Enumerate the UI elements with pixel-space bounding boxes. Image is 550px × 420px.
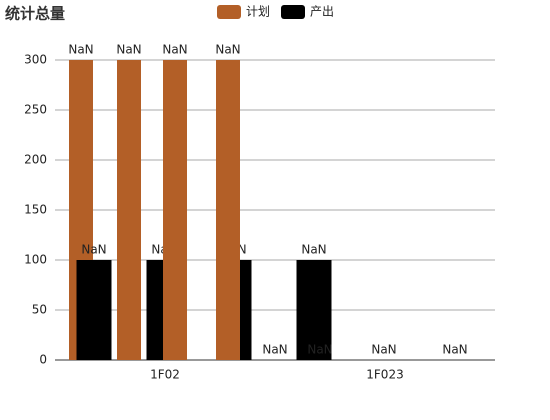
bar-value-label: NaN <box>162 43 187 57</box>
bar-value-label: NaN <box>307 343 332 357</box>
bar-value-label: NaN <box>215 43 240 57</box>
y-tick-label: 200 <box>24 153 47 167</box>
legend-label: 产出 <box>310 5 334 19</box>
y-tick-label: 50 <box>32 303 47 317</box>
y-tick-label: 0 <box>39 353 47 367</box>
y-tick-label: 250 <box>24 103 47 117</box>
bar-value-label: NaN <box>301 243 326 257</box>
bar <box>76 260 112 360</box>
y-tick-label: 150 <box>24 203 47 217</box>
bar-value-label: NaN <box>68 43 93 57</box>
bar <box>216 60 240 360</box>
chart-title: 统计总量 <box>5 5 65 23</box>
bar <box>117 60 141 360</box>
bar-value-label: NaN <box>371 343 396 357</box>
bar <box>163 60 187 360</box>
bar <box>296 260 332 360</box>
x-tick-label: 1F02 <box>150 368 180 382</box>
y-tick-label: 100 <box>24 253 47 267</box>
legend-label: 计划 <box>246 5 270 19</box>
x-tick-label: 1F023 <box>366 368 403 382</box>
bar-value-label: NaN <box>262 343 287 357</box>
bar-value-label: NaN <box>116 43 141 57</box>
bar-value-label: NaN <box>442 343 467 357</box>
legend-swatch <box>281 5 305 19</box>
bar-value-label: NaN <box>81 243 106 257</box>
legend-swatch <box>217 5 241 19</box>
y-tick-label: 300 <box>24 53 47 67</box>
